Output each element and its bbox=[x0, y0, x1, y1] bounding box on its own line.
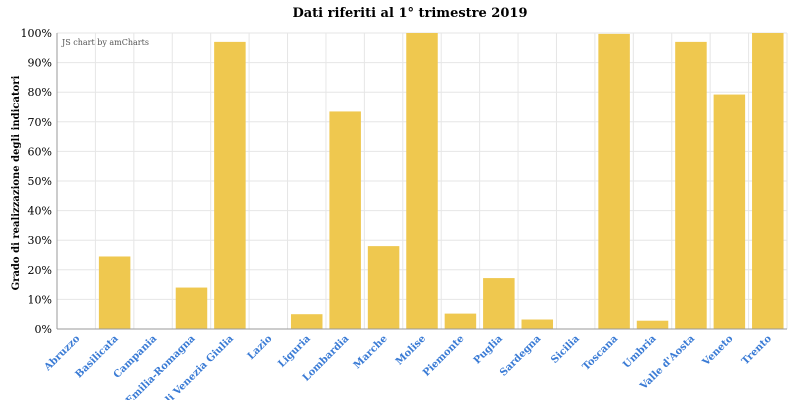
y-tick-label: 60% bbox=[28, 145, 52, 158]
bar[interactable] bbox=[713, 94, 746, 330]
axes bbox=[56, 33, 787, 330]
y-tick-label: 40% bbox=[28, 205, 52, 218]
x-tick-label: Marche bbox=[352, 333, 390, 371]
bar[interactable] bbox=[752, 33, 784, 329]
bar[interactable] bbox=[636, 320, 669, 329]
y-tick-label: 20% bbox=[28, 264, 52, 277]
bar[interactable] bbox=[367, 246, 400, 329]
y-axis-label: Grado di realizzazione degli indicatori bbox=[11, 75, 22, 290]
y-tick-label: 30% bbox=[28, 234, 52, 247]
y-tick-label: 80% bbox=[28, 86, 52, 99]
x-tick-label: Lazio bbox=[246, 333, 275, 362]
bar[interactable] bbox=[214, 41, 246, 329]
y-ticks: 0% 10% 20% 30% 40% 50% 60% 70% 80% 90% 100% bbox=[21, 27, 52, 336]
y-tick-label: 100% bbox=[21, 27, 52, 40]
x-tick-label: Trento bbox=[740, 333, 774, 367]
y-tick-label: 10% bbox=[28, 293, 52, 306]
bar[interactable] bbox=[598, 33, 630, 329]
x-tick-label: Veneto bbox=[700, 333, 736, 369]
x-ticks: AbruzzoBasilicataCampaniaEmilia-RomagnaF… bbox=[42, 333, 774, 404]
x-tick-label: Molise bbox=[394, 333, 428, 367]
bars bbox=[98, 33, 784, 330]
bar[interactable] bbox=[483, 278, 515, 329]
y-tick-label: 70% bbox=[28, 116, 52, 129]
chart-credit[interactable]: JS chart by amCharts bbox=[61, 38, 149, 47]
x-tick-label: Umbria bbox=[621, 333, 659, 371]
x-tick-label: Liguria bbox=[276, 333, 313, 370]
x-tick-label: Abruzzo bbox=[42, 333, 83, 374]
chart-title: Dati riferiti al 1° trimestre 2019 bbox=[292, 6, 527, 21]
y-tick-label: 0% bbox=[35, 323, 52, 336]
y-tick-label: 50% bbox=[28, 175, 52, 188]
bar[interactable] bbox=[675, 41, 707, 329]
bar[interactable] bbox=[329, 111, 361, 329]
y-tick-label: 90% bbox=[28, 57, 52, 70]
bar[interactable] bbox=[290, 314, 323, 329]
x-tick-label: Sicilia bbox=[549, 333, 582, 366]
bar[interactable] bbox=[406, 33, 438, 329]
bar[interactable] bbox=[98, 256, 131, 329]
bar[interactable] bbox=[444, 313, 477, 329]
x-tick-label: Puglia bbox=[472, 333, 506, 367]
bar[interactable] bbox=[521, 319, 554, 329]
x-tick-label: Toscana bbox=[581, 333, 621, 373]
bar[interactable] bbox=[175, 287, 208, 329]
x-tick-label: Piemonte bbox=[421, 333, 466, 378]
x-tick-label: Sardegna bbox=[498, 333, 544, 379]
